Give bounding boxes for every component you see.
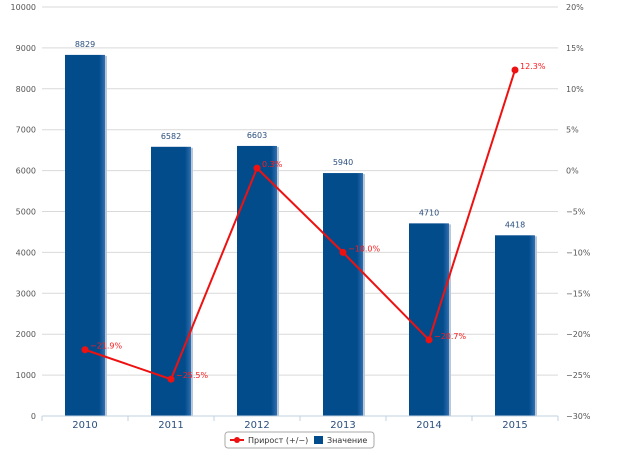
- legend-box: [224, 431, 375, 449]
- bar-shadow: [535, 236, 537, 416]
- bar-value-label: 4710: [419, 208, 439, 217]
- x-axis: 2010 2011 2012 2013 2014 2015: [41, 415, 559, 431]
- bar-shadow: [363, 174, 365, 416]
- line-value-label: −21.9%: [90, 342, 123, 351]
- y-left-tick-label: 9000: [16, 44, 36, 53]
- line-value-label: −20.7%: [434, 332, 467, 341]
- bar-value-label: 6582: [161, 132, 181, 141]
- y-left-tick-label: 4000: [16, 248, 36, 257]
- bar[interactable]: [237, 145, 277, 416]
- bar-value-label: 5940: [333, 158, 353, 167]
- bar[interactable]: [495, 235, 535, 416]
- x-tick-label: 2010: [72, 420, 97, 431]
- bar-value-label: 6603: [247, 131, 267, 140]
- y-right-tick-label: 0%: [566, 167, 579, 176]
- line-series: [81, 66, 519, 383]
- y-left-tick-label: 3000: [16, 289, 36, 298]
- y-left-tick-label: 0: [31, 412, 36, 421]
- line-point[interactable]: [339, 248, 347, 256]
- line-value-labels: −21.9% −25.5% 0.3% −10.0% −20.7% 12.3%: [90, 62, 546, 380]
- bar-value-label: 4418: [505, 220, 525, 229]
- x-tick-label: 2015: [502, 420, 527, 431]
- y-right-tick-label: 20%: [566, 3, 584, 12]
- legend[interactable]: Прирост (+/−) Значение: [224, 431, 375, 449]
- x-tick-label: 2011: [158, 420, 183, 431]
- line-point[interactable]: [253, 164, 261, 172]
- bar-shadow: [191, 147, 193, 416]
- y-right-tick-label: −15%: [566, 289, 591, 298]
- y-right-tick-label: −10%: [566, 248, 591, 257]
- bar-series: [65, 54, 537, 417]
- line-value-label: −25.5%: [176, 371, 209, 380]
- y-left-tick-label: 6000: [16, 167, 36, 176]
- bar[interactable]: [409, 223, 449, 416]
- y-right-tick-label: −30%: [566, 412, 591, 421]
- bar-shadow: [449, 224, 451, 416]
- line-point[interactable]: [81, 346, 89, 354]
- y-left-tick-label: 1000: [16, 371, 36, 380]
- x-tick-label: 2012: [244, 420, 269, 431]
- line-point[interactable]: [425, 336, 433, 344]
- legend-bar-marker: [314, 436, 323, 444]
- left-axis: 0 1000 2000 3000 4000 5000 6000 7000 8000 9000 100…: [11, 3, 36, 421]
- y-right-tick-label: 10%: [566, 85, 584, 94]
- growth-line: [84, 69, 516, 381]
- line-value-label: 0.3%: [262, 160, 283, 169]
- bar-shadow: [277, 146, 279, 416]
- line-value-label: 12.3%: [520, 62, 546, 71]
- legend-label-value: Значение: [327, 436, 367, 445]
- y-right-tick-label: −20%: [566, 330, 591, 339]
- y-left-tick-label: 5000: [16, 208, 36, 217]
- y-right-tick-label: −25%: [566, 371, 591, 380]
- line-value-label: −10.0%: [348, 244, 381, 253]
- y-right-tick-label: −5%: [566, 208, 586, 217]
- bar[interactable]: [323, 173, 363, 416]
- bar[interactable]: [151, 146, 191, 416]
- x-tick-label: 2014: [416, 420, 441, 431]
- y-left-tick-label: 7000: [16, 126, 36, 135]
- x-tick-label: 2013: [330, 420, 355, 431]
- legend-item-growth[interactable]: Прирост (+/−): [230, 436, 308, 445]
- y-left-tick-label: 10000: [11, 3, 36, 12]
- y-left-tick-label: 2000: [16, 330, 36, 339]
- legend-item-value[interactable]: Значение: [314, 436, 367, 445]
- line-point[interactable]: [167, 375, 175, 383]
- bar-value-label: 8829: [75, 40, 95, 49]
- bar-shadow: [105, 55, 107, 417]
- line-point[interactable]: [511, 66, 519, 74]
- y-right-tick-label: 5%: [566, 126, 579, 135]
- right-axis: 20% 15% 10% 5% 0% −5% −10% −15% −20% −25% −30%: [566, 3, 591, 421]
- y-right-tick-label: 15%: [566, 44, 584, 53]
- bar[interactable]: [65, 54, 105, 417]
- legend-point-marker: [234, 437, 240, 443]
- y-left-tick-label: 8000: [16, 85, 36, 94]
- bar-value-labels: 8829 6582 6603 5940 4710 4418: [75, 40, 525, 229]
- legend-label-growth: Прирост (+/−): [248, 436, 308, 445]
